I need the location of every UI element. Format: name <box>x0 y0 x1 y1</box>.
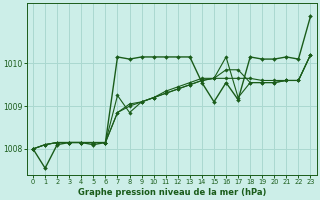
X-axis label: Graphe pression niveau de la mer (hPa): Graphe pression niveau de la mer (hPa) <box>77 188 266 197</box>
